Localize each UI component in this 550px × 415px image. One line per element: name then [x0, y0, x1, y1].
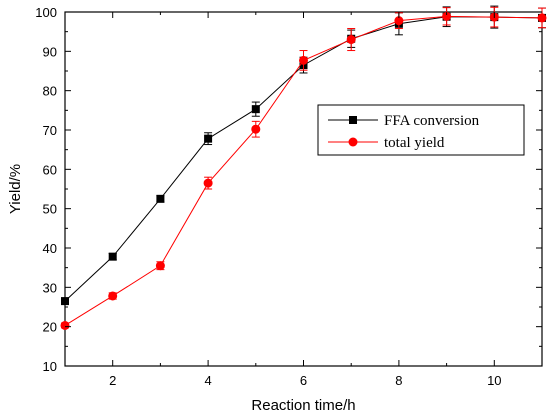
data-point	[60, 320, 70, 330]
data-point	[299, 55, 308, 65]
y-tick-label: 30	[43, 280, 57, 295]
data-point	[155, 261, 165, 271]
legend-label: total yield	[384, 135, 445, 151]
data-point	[251, 124, 261, 134]
ticks-layer: 10 20 30 40 50 60 70 80 90 100 2 4 6 8 10	[35, 5, 542, 388]
y-axis-title: Yield/%	[7, 164, 24, 214]
data-point	[251, 105, 260, 114]
data-point	[203, 178, 213, 188]
x-axis-title: Reaction time/h	[251, 397, 355, 414]
legend-item-0: FFA conversion	[328, 113, 480, 129]
x-tick-label: 2	[109, 373, 116, 388]
data-point	[394, 16, 404, 26]
legend: FFA conversion total yield	[317, 104, 525, 156]
data-point	[346, 35, 356, 45]
legend-item-1: total yield	[328, 135, 445, 151]
legend-label: FFA conversion	[384, 113, 480, 129]
x-tick-label: 4	[204, 373, 211, 388]
data-point	[61, 297, 69, 306]
legend-box	[317, 104, 525, 156]
data-point	[108, 291, 118, 301]
data-point	[204, 134, 213, 143]
y-tick-label: 90	[43, 44, 57, 59]
y-tick-label: 50	[43, 202, 57, 217]
x-tick-label: 6	[300, 373, 307, 388]
y-tick-label: 70	[43, 123, 57, 138]
y-tick-label: 10	[43, 359, 57, 374]
legend-items: FFA conversion total yield	[328, 113, 480, 151]
y-tick-label: 20	[43, 320, 57, 335]
data-point	[156, 194, 165, 203]
series-layer	[60, 5, 547, 330]
data-point	[537, 13, 547, 23]
x-tick-label: 8	[395, 373, 402, 388]
series-1	[60, 6, 547, 330]
y-tick-label: 60	[43, 162, 57, 177]
data-point	[108, 252, 117, 261]
x-tick-label: 10	[487, 373, 501, 388]
data-point	[442, 11, 452, 21]
y-tick-label: 100	[35, 5, 57, 20]
legend-marker	[348, 137, 358, 147]
y-tick-label: 40	[43, 241, 57, 256]
legend-marker	[349, 116, 357, 124]
y-tick-label: 80	[43, 84, 57, 99]
